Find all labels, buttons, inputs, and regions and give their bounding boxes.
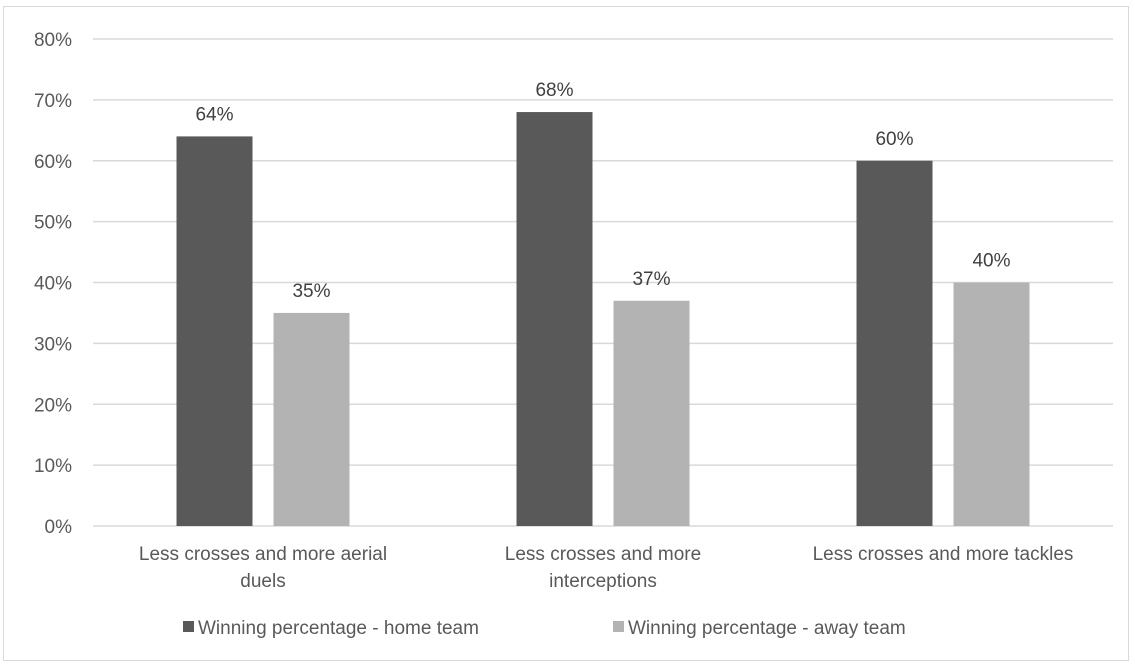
legend-swatch-away-team [613, 621, 624, 632]
category-label: Less crosses and more tackles [813, 544, 1074, 565]
legend: Winning percentage - home team Winning pe… [183, 618, 906, 639]
gridlines [93, 38, 1113, 527]
data-label: 37% [632, 269, 670, 290]
y-tick-label: 80% [34, 30, 72, 51]
data-label: 64% [195, 104, 233, 125]
y-tick-label: 10% [34, 456, 72, 477]
bars [176, 112, 1030, 527]
bar-home-team [516, 112, 593, 527]
legend-swatch-home-team [183, 621, 194, 632]
data-label: 60% [875, 129, 913, 150]
bar-away-team [273, 312, 350, 526]
category-label: Less crosses and more interceptions [505, 544, 701, 592]
legend-label: Winning percentage - home team [198, 618, 479, 639]
bar-home-team [176, 136, 253, 526]
x-axis-category-labels: Less crosses and more aerial duels Less cr… [139, 544, 1074, 592]
y-tick-label: 50% [34, 213, 72, 234]
data-label: 40% [972, 251, 1010, 272]
data-label: 68% [535, 80, 573, 101]
data-label: 35% [292, 281, 330, 302]
bar-home-team [856, 160, 933, 526]
legend-label: Winning percentage - away team [628, 618, 906, 639]
category-label: Less crosses and more aerial duels [139, 544, 387, 592]
y-tick-label: 30% [34, 334, 72, 355]
y-tick-label: 60% [34, 152, 72, 173]
bar-away-team [953, 282, 1030, 526]
bar-away-team [613, 300, 690, 526]
y-axis-tick-labels: 0% 10% 20% 30% 40% 50% 60% 70% 80% [34, 30, 72, 538]
y-tick-label: 40% [34, 274, 72, 295]
data-labels: 64% 68% 60% 35% 37% 40% [195, 80, 1010, 302]
y-tick-label: 0% [45, 517, 73, 538]
y-tick-label: 20% [34, 395, 72, 416]
y-tick-label: 70% [34, 91, 72, 112]
